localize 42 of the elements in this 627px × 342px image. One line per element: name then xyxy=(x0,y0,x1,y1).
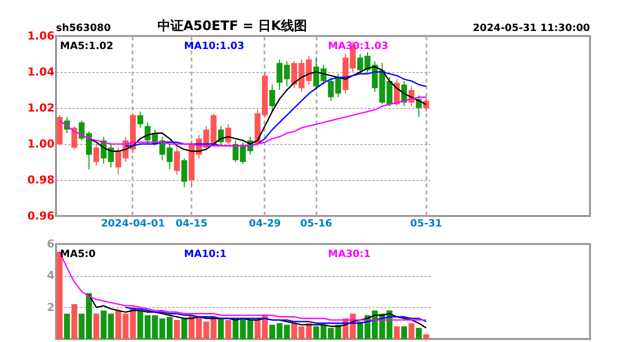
bar xyxy=(423,334,430,339)
candlestick xyxy=(93,144,100,166)
text: 2024-05-31 11:30:00 xyxy=(472,23,590,34)
candlestick xyxy=(174,147,180,176)
x-tick-label: 04-15 xyxy=(176,218,208,230)
bar xyxy=(181,318,188,339)
candlestick xyxy=(137,111,144,128)
y-tick-label: 1.04 xyxy=(27,66,55,78)
y-tick-label: 0.96 xyxy=(27,210,55,222)
text: MA10:1.03 xyxy=(184,41,244,52)
y-tick-label: 1.02 xyxy=(27,102,54,114)
text: MA10:1 xyxy=(184,249,227,260)
bar xyxy=(401,326,408,339)
bar xyxy=(225,320,232,339)
bar xyxy=(64,314,70,339)
bar xyxy=(174,320,180,339)
y-tick-label: 6 xyxy=(46,238,55,250)
bar xyxy=(408,323,414,339)
bar xyxy=(71,304,78,339)
bar xyxy=(218,318,224,339)
y-tick-label: 1.00 xyxy=(27,138,55,150)
x-tick-label: 2024-04-01 xyxy=(100,218,165,230)
x-tick-label: 04-29 xyxy=(248,218,281,230)
y-tick-label: 1.06 xyxy=(27,30,55,42)
text: MA30:1 xyxy=(328,249,371,260)
text: MA5:1.02 xyxy=(60,41,114,52)
candlestick xyxy=(181,158,188,188)
x-tick-label: 05-31 xyxy=(410,218,442,230)
y-tick-label: 4 xyxy=(46,269,55,282)
y-tick-label: 2 xyxy=(46,300,54,314)
x-tick-label: 05-16 xyxy=(300,218,332,230)
line-series xyxy=(88,294,427,329)
text: sh563080 xyxy=(56,23,111,34)
candlestick xyxy=(269,84,276,112)
y-tick-label: 0.98 xyxy=(27,174,54,186)
candlestick xyxy=(71,126,78,150)
line-series xyxy=(59,251,427,321)
bar xyxy=(416,328,422,339)
line-series xyxy=(124,306,427,324)
bar xyxy=(93,314,100,339)
bar xyxy=(394,326,400,339)
chart-title: 中证A50ETF = 日K线图 xyxy=(157,19,308,34)
